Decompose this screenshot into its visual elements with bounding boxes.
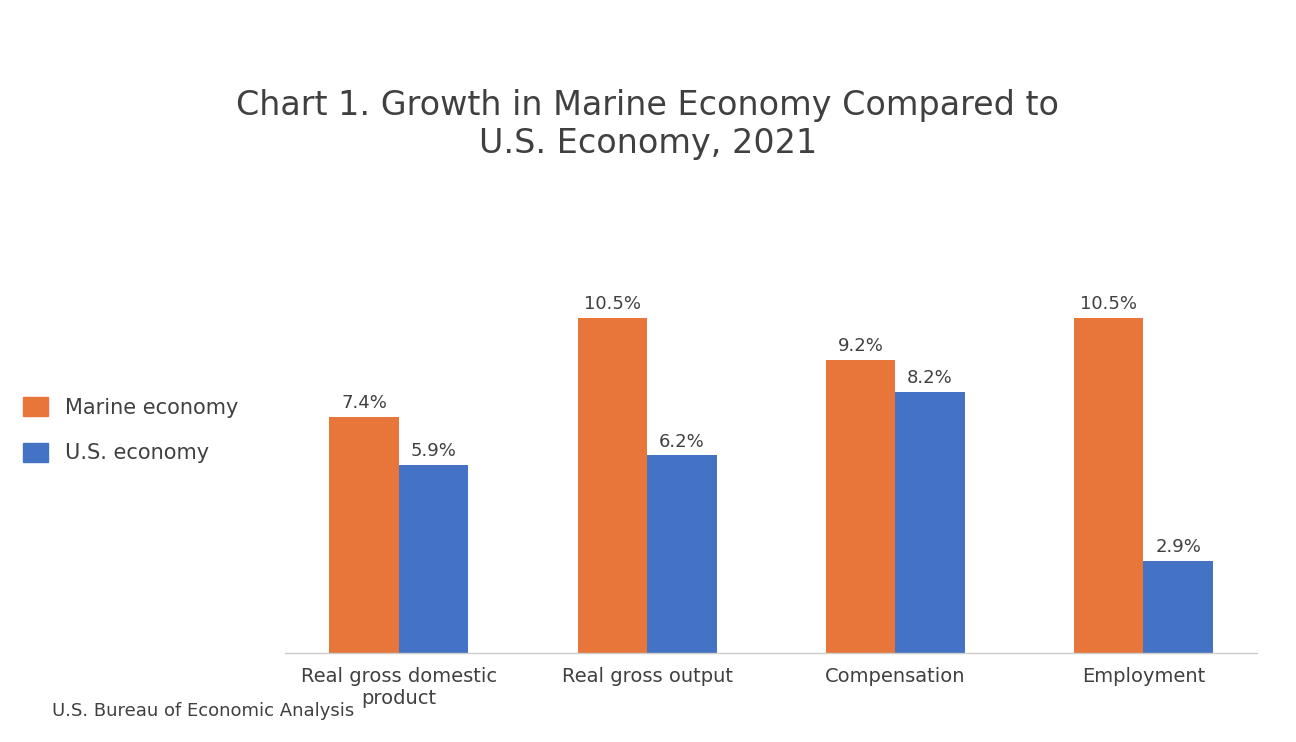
Text: U.S. Bureau of Economic Analysis: U.S. Bureau of Economic Analysis bbox=[52, 702, 354, 720]
Bar bbox=[1074, 318, 1143, 653]
Bar bbox=[329, 417, 399, 653]
Text: 7.4%: 7.4% bbox=[341, 394, 388, 413]
Bar bbox=[647, 456, 717, 653]
Bar bbox=[1143, 560, 1213, 653]
Text: Chart 1. Growth in Marine Economy Compared to
U.S. Economy, 2021: Chart 1. Growth in Marine Economy Compar… bbox=[236, 89, 1060, 160]
Text: 9.2%: 9.2% bbox=[837, 337, 884, 355]
Legend: Marine economy, U.S. economy: Marine economy, U.S. economy bbox=[23, 398, 238, 463]
Bar bbox=[399, 465, 468, 653]
Bar bbox=[896, 392, 964, 653]
Text: 8.2%: 8.2% bbox=[907, 369, 953, 387]
Text: 10.5%: 10.5% bbox=[1080, 295, 1137, 313]
Text: 10.5%: 10.5% bbox=[583, 295, 640, 313]
Text: 2.9%: 2.9% bbox=[1155, 538, 1201, 556]
Text: 5.9%: 5.9% bbox=[411, 442, 456, 460]
Bar bbox=[826, 360, 896, 653]
Bar bbox=[578, 318, 647, 653]
Text: 6.2%: 6.2% bbox=[658, 433, 705, 450]
